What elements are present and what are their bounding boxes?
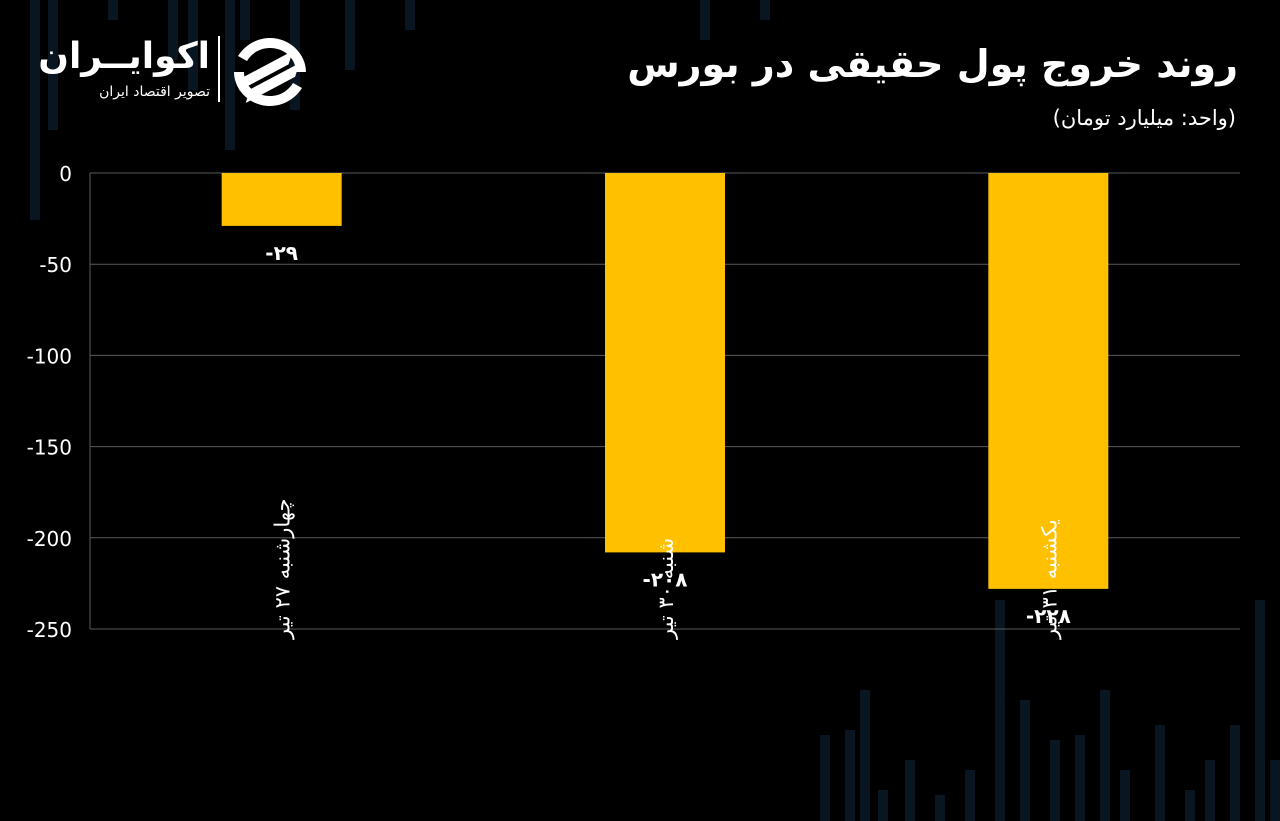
- background-candle: [405, 0, 415, 30]
- y-tick-label: -150: [27, 436, 72, 460]
- background-candle: [878, 790, 888, 821]
- background-candle: [860, 690, 870, 821]
- background-candle: [1020, 700, 1030, 821]
- logo-divider: [218, 36, 220, 102]
- background-candle: [760, 0, 770, 20]
- background-candle: [1155, 725, 1165, 821]
- background-candle: [1120, 770, 1130, 821]
- logo-mark-icon: [234, 38, 306, 106]
- background-candle: [935, 795, 945, 821]
- background-candle: [1100, 690, 1110, 821]
- y-tick-label: -50: [39, 253, 72, 277]
- brand-logo: اکوایــران تصویر اقتصاد ایران: [38, 34, 320, 114]
- chart-title: روند خروج پول حقیقی در بورس: [627, 42, 1238, 86]
- background-candle: [240, 0, 250, 40]
- background-candle: [48, 0, 58, 130]
- background-candle: [345, 0, 355, 70]
- background-candle: [820, 735, 830, 821]
- background-candle: [1230, 725, 1240, 821]
- background-candle: [845, 730, 855, 821]
- x-category-label: چهارشنبه ۲۷ تیر: [271, 499, 295, 640]
- background-candle: [995, 600, 1005, 821]
- background-candle: [168, 0, 178, 60]
- y-tick-label: -100: [27, 344, 72, 368]
- y-tick-label: 0: [59, 162, 72, 186]
- background-candle: [30, 0, 40, 220]
- background-candle: [905, 760, 915, 821]
- background-candle: [1205, 760, 1215, 821]
- background-candle: [1050, 740, 1060, 821]
- x-category-label: یکشنبه ۳۱ تیر: [1037, 519, 1061, 640]
- y-tick-label: -250: [27, 618, 72, 642]
- background-candle: [1270, 760, 1280, 821]
- data-label: -۲۹: [265, 241, 298, 265]
- logo-name: اکوایــران: [38, 36, 210, 77]
- data-label: -۲۰۸: [643, 567, 688, 591]
- background-candle: [965, 770, 975, 821]
- background-candle: [1075, 735, 1085, 821]
- y-tick-label: -200: [27, 527, 72, 551]
- x-category-label: شنبه ۳۰ تیر: [654, 538, 678, 640]
- bar: [988, 173, 1109, 589]
- bar: [605, 173, 725, 553]
- bars: [221, 173, 1109, 589]
- chart-unit-subtitle: (واحد: میلیارد تومان): [1052, 106, 1236, 130]
- data-labels: -۲۹ -۲۰۸ -۲۲۸: [265, 241, 1070, 628]
- background-candle: [225, 0, 235, 150]
- bar: [221, 173, 342, 226]
- background-candle: [1185, 790, 1195, 821]
- background-candle: [1255, 600, 1265, 821]
- y-axis-ticks: 0 -50 -100 -150 -200 -250: [27, 162, 72, 642]
- data-label: -۲۲۸: [1026, 604, 1071, 628]
- background-candle: [188, 0, 198, 90]
- background-candle: [700, 0, 710, 40]
- background-candle: [108, 0, 118, 20]
- logo-tagline: تصویر اقتصاد ایران: [99, 84, 210, 100]
- x-axis-categories: چهارشنبه ۲۷ تیر شنبه ۳۰ تیر یکشنبه ۳۱ تیر: [271, 499, 1062, 640]
